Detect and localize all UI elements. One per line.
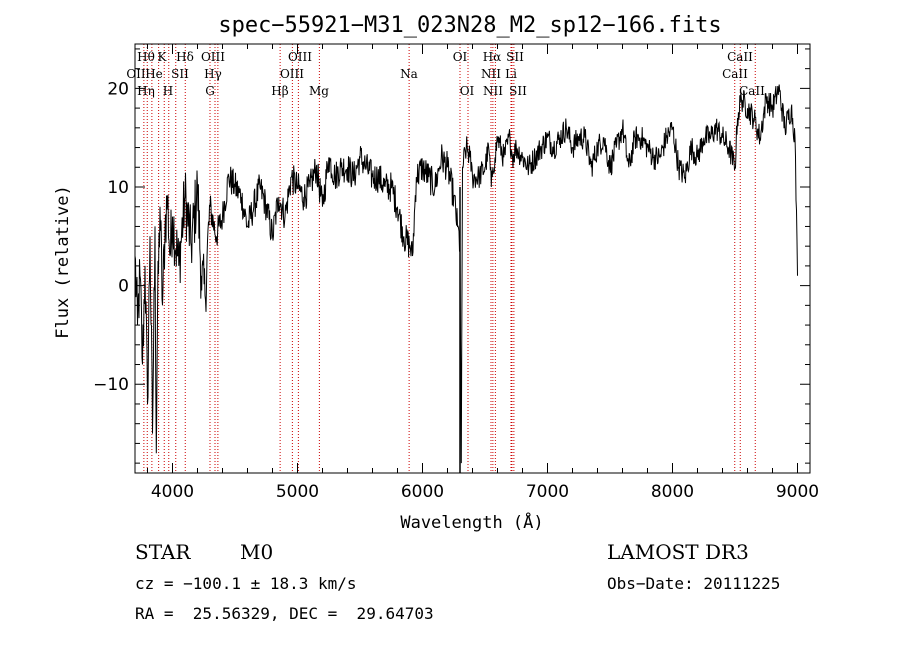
spectral-line-label: Hβ [271, 84, 288, 98]
spectral-line-label: NII [483, 84, 503, 98]
survey-name: LAMOST DR3 [607, 540, 749, 564]
spectral-line-label: He [145, 67, 163, 81]
spectral-line-label: Hη [137, 84, 155, 98]
y-tick-label: 10 [107, 178, 129, 198]
spectral-line-label: OI [453, 50, 468, 64]
x-tick-label: 8000 [651, 482, 694, 502]
plot-frame [134, 43, 811, 474]
coordinates: RA = 25.56329, DEC = 29.64703 [135, 604, 434, 623]
spectral-line-label: OII [126, 67, 146, 81]
spectral-line-label: G [205, 84, 215, 98]
observation-date: Obs−Date: 20111225 [607, 574, 781, 593]
x-tick-label: 5000 [276, 482, 319, 502]
x-tick-label: 9000 [776, 482, 819, 502]
spectral-line-label: Hθ [137, 50, 155, 64]
x-tick-label: 7000 [526, 482, 569, 502]
x-tick-label: 6000 [401, 482, 444, 502]
spectral-line-label: CaII [739, 84, 765, 98]
spectral-line-label: SII [509, 84, 527, 98]
redshift-cz: cz = −100.1 ± 18.3 km/s [135, 574, 357, 593]
spectral-line-label: Hδ [176, 50, 194, 64]
spectral-line-label: OIII [288, 50, 312, 64]
y-axis-label: Flux (relative) [53, 185, 73, 339]
y-tick-label: 20 [107, 79, 129, 99]
y-tick-label: −10 [93, 375, 129, 395]
spectral-line-label: CaII [722, 67, 748, 81]
spectrum-series-line [134, 84, 798, 464]
spectral-line-label: SII [506, 50, 524, 64]
spectral-line-label: CaII [727, 50, 753, 64]
spectral-line-label: OIII [201, 50, 225, 64]
spectral-line-label: Na [400, 67, 418, 81]
spectral-line-label: Hγ [204, 67, 222, 81]
spectral-line-label: NII [481, 67, 501, 81]
object-class: STAR [135, 540, 191, 564]
spectral-line-label: OIII [280, 67, 304, 81]
y-tick-label: 0 [118, 277, 129, 297]
x-tick-label: 4000 [151, 482, 194, 502]
spectral-line-label: Hα [483, 50, 502, 64]
x-axis-label: Wavelength (Å) [400, 511, 543, 533]
chart-title: spec−55921−M31_023N28_M2_sp12−166.fits [218, 13, 721, 38]
spectral-line-label: Li [505, 67, 517, 81]
object-subclass: M0 [240, 540, 274, 564]
spectral-line-label: SII [171, 67, 189, 81]
spectral-line-label: OI [460, 84, 475, 98]
spectral-line-label: K [158, 50, 168, 64]
spectral-line-label: Mg [309, 84, 329, 98]
spectral-line-label: H [163, 84, 173, 98]
